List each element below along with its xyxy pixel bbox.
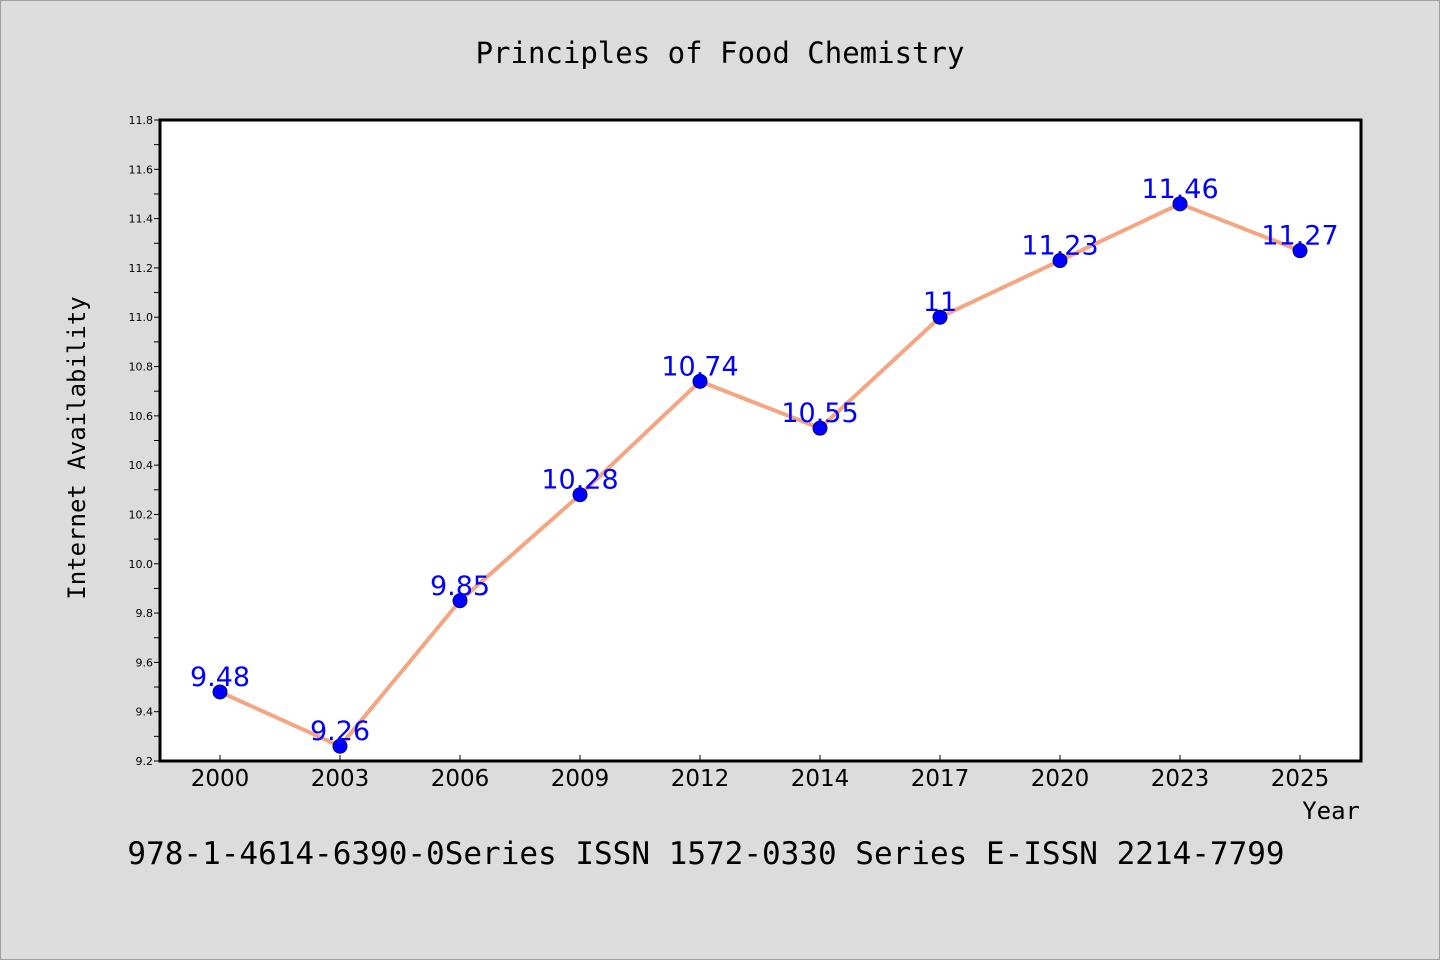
y-tick-label: 11.0	[129, 311, 154, 324]
y-tick-label: 10.8	[129, 361, 154, 374]
data-label: 9.85	[430, 571, 490, 602]
plot-area	[158, 118, 1363, 763]
data-point-marker	[452, 593, 468, 609]
series-line	[219, 201, 1301, 749]
data-label: 9.48	[190, 662, 250, 693]
y-tick-label: 10.0	[129, 558, 154, 571]
x-tick-label: 2009	[551, 766, 610, 792]
y-tick-label: 10.6	[129, 410, 154, 423]
x-tick-label: 2012	[671, 766, 730, 792]
y-tick-label: 11.8	[129, 114, 154, 127]
y-tick-label: 9.6	[136, 656, 154, 669]
data-label: 11	[923, 287, 957, 318]
data-label: 11.23	[1021, 231, 1098, 262]
y-tick-label: 10.4	[129, 459, 154, 472]
data-point-marker	[1052, 253, 1068, 269]
x-axis-label: Year	[1302, 797, 1360, 825]
data-label: 10.74	[661, 351, 738, 382]
y-tick-label: 9.8	[136, 607, 154, 620]
y-tick-label: 9.4	[136, 706, 154, 719]
y-tick-label: 11.4	[129, 213, 154, 226]
x-tick-label: 2020	[1031, 766, 1090, 792]
data-point-marker	[212, 684, 228, 700]
x-tick-label: 2023	[1151, 766, 1210, 792]
chart-title: Principles of Food Chemistry	[476, 36, 965, 70]
data-label: 11.46	[1141, 174, 1218, 205]
x-tick-label: 2000	[191, 766, 250, 792]
data-point-marker	[1172, 196, 1188, 212]
x-tick-label: 2014	[791, 766, 850, 792]
y-tick-label: 11.2	[129, 262, 154, 275]
data-point-marker	[332, 738, 348, 754]
data-point-marker	[812, 420, 828, 436]
data-label: 11.27	[1261, 221, 1338, 252]
data-point-marker	[1292, 243, 1308, 259]
data-point-marker	[692, 373, 708, 389]
x-tick-label: 2006	[431, 766, 490, 792]
y-axis: 9.2 9.4 9.6 9.8 10.0 10.2 10.4 10.6 10.8 11.0 11.2…	[129, 114, 160, 768]
y-axis-label: Internet Availability	[63, 296, 91, 599]
data-point-marker	[572, 487, 588, 503]
x-tick-label: 2003	[311, 766, 370, 792]
y-tick-label: 11.6	[129, 163, 154, 176]
series-group: 9.48 9.26 9.85 10.28 10.74 10.55 11 11.23 11.46 1…	[190, 174, 1339, 754]
isbn-issn-footer: 978-1-4614-6390-0Series ISSN 1572-0330 S…	[127, 836, 1284, 872]
y-tick-label: 10.2	[129, 508, 154, 521]
x-tick-label: 2017	[911, 766, 970, 792]
y-tick-label: 9.2	[136, 755, 154, 768]
data-label: 10.55	[781, 398, 858, 429]
data-label: 9.26	[310, 716, 370, 747]
data-label: 10.28	[541, 465, 618, 496]
x-axis: 2000 2003 2006 2009 2012 2014 2017 2020 2023 2025	[191, 755, 1330, 792]
data-point-marker	[932, 309, 948, 325]
x-tick-label: 2025	[1271, 766, 1330, 792]
